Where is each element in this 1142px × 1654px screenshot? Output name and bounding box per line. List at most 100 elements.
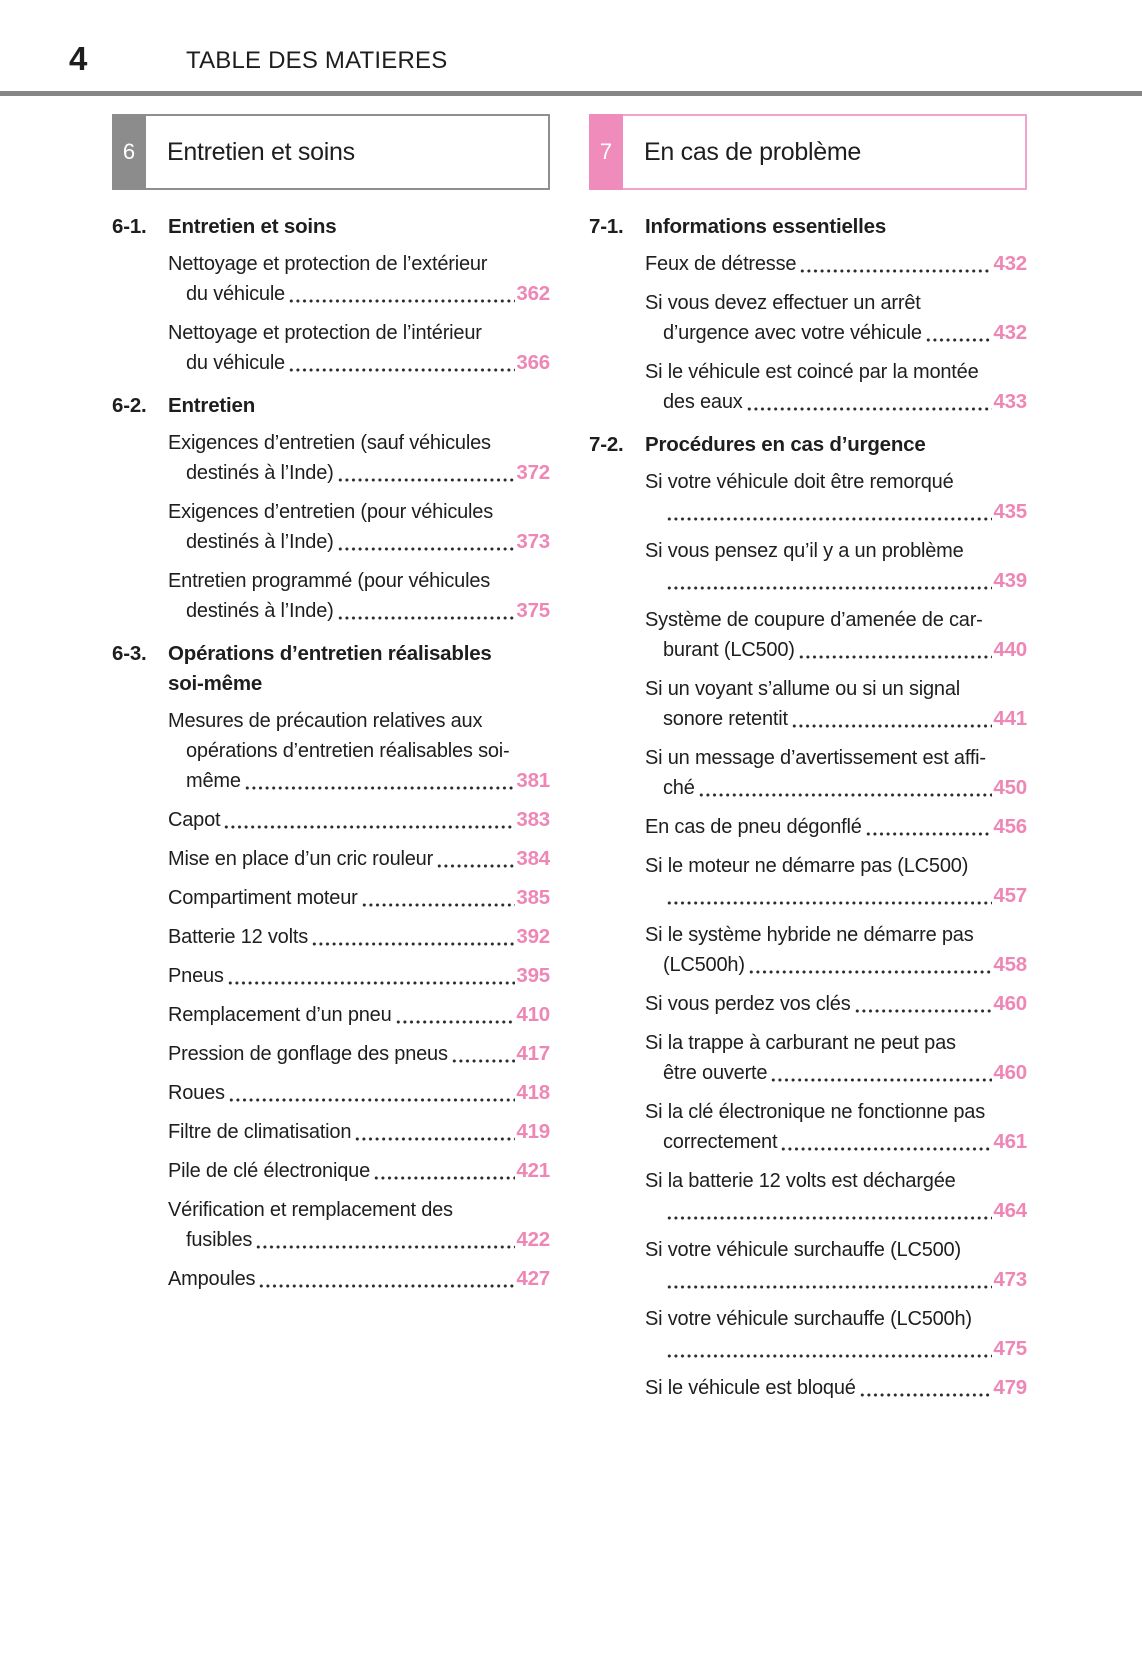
entry-text: sonore retentit — [663, 708, 788, 730]
chapter-box-7: 7 En cas de problème — [589, 114, 1027, 190]
entry-page-number: 433 — [993, 390, 1027, 413]
entry-page-number: 373 — [516, 530, 550, 553]
entry-text: Si votre véhicule surchauffe (LC500) — [645, 1239, 961, 1261]
dot-leader — [853, 1009, 993, 1013]
entry-text: Vérification et remplacement des — [168, 1199, 453, 1221]
toc-entry: Feux de détresse 432 — [589, 249, 1027, 279]
dot-leader — [243, 786, 516, 790]
toc-entry: Si vous pensez qu’il y a un problème 439 — [589, 536, 1027, 596]
toc-entry: Système de coupure d’amenée de car-buran… — [589, 605, 1027, 665]
entry-text: Ampoules — [168, 1268, 256, 1290]
chapter-number: 6 — [122, 139, 136, 164]
dot-leader — [745, 407, 993, 411]
dot-leader — [373, 1176, 516, 1180]
page-number: 4 — [69, 40, 87, 77]
dot-leader — [255, 1245, 516, 1249]
section-number: 6-3. — [112, 642, 147, 665]
entry-text: destinés à l’Inde) — [186, 600, 334, 622]
entry-page-number: 439 — [993, 569, 1027, 592]
entry-page-number: 458 — [993, 953, 1027, 976]
toc-entry: Mesures de précaution relatives aux opéra… — [112, 706, 550, 796]
entry-text: Pression de gonflage des pneus — [168, 1043, 448, 1065]
entry-page-number: 381 — [516, 769, 550, 792]
entry-text: Si la trappe à carburant ne peut pas — [645, 1032, 956, 1054]
toc-entry: Filtre de climatisation 419 — [112, 1117, 550, 1147]
entry-page-number: 421 — [516, 1159, 550, 1182]
entry-text: Si votre véhicule surchauffe (LC500h) — [645, 1308, 972, 1330]
toc-section-72: 7-2. Procédures en cas d’urgence Si votre … — [589, 430, 1027, 1403]
entry-text: Feux de détresse — [645, 253, 797, 275]
entry-page-number: 456 — [993, 815, 1027, 838]
entry-text: Si le moteur ne démarre pas (LC500) — [645, 855, 969, 877]
entry-text: Si votre véhicule doit être remorqué — [645, 471, 954, 493]
entry-text: Système de coupure d’amenée de car- — [645, 609, 983, 631]
entry-page-number: 383 — [516, 808, 550, 831]
entry-text: Si un message d’avertissement est affi- — [645, 747, 986, 769]
entry-text: d’urgence avec votre véhicule — [663, 322, 922, 344]
dot-leader — [790, 724, 993, 728]
entry-text: correctement — [663, 1131, 778, 1153]
entry-text: Pile de clé électronique — [168, 1160, 370, 1182]
dot-leader — [666, 901, 993, 905]
entry-text: Batterie 12 volts — [168, 926, 309, 948]
entry-page-number: 418 — [516, 1081, 550, 1104]
entry-page-number: 366 — [516, 351, 550, 374]
entry-page-number: 384 — [516, 847, 550, 870]
dot-leader — [858, 1393, 993, 1397]
entry-page-number: 392 — [516, 925, 550, 948]
entry-page-number: 475 — [993, 1337, 1027, 1360]
entry-page-number: 410 — [516, 1003, 550, 1026]
section-number: 7-2. — [589, 433, 624, 456]
toc-entry: Capot 383 — [112, 805, 550, 835]
entry-text: (LC500h) — [663, 954, 745, 976]
toc-column-7: 7 En cas de problème 7-1. Informations esse… — [589, 114, 1027, 1412]
dot-leader — [226, 981, 516, 985]
toc-entry: Si vous perdez vos clés 460 — [589, 989, 1027, 1019]
dot-leader — [258, 1284, 516, 1288]
dot-leader — [223, 825, 516, 829]
header-rule — [0, 91, 1142, 96]
toc-entry: Si votre véhicule surchauffe (LC500) 473 — [589, 1235, 1027, 1295]
entry-text: Si la clé électronique ne fonctionne pas — [645, 1101, 986, 1123]
entry-text: même — [186, 770, 241, 792]
toc-entry: Exigences d’entretien (pour véhicules des… — [112, 497, 550, 557]
dot-leader — [797, 655, 993, 659]
entry-text: Si un voyant s’allume ou si un signal — [645, 678, 961, 700]
toc-entry: Entretien programmé (pour véhicules desti… — [112, 566, 550, 626]
toc-entry: Pneus 395 — [112, 961, 550, 991]
entry-page-number: 457 — [993, 884, 1027, 907]
entry-page-number: 441 — [993, 707, 1027, 730]
entry-page-number: 427 — [516, 1267, 550, 1290]
toc-entry: Si un voyant s’allume ou si un signal son… — [589, 674, 1027, 734]
toc-entry: Roues 418 — [112, 1078, 550, 1108]
toc-entry: Remplacement d’un pneu 410 — [112, 1000, 550, 1030]
dot-leader — [336, 547, 516, 551]
entry-text: Filtre de climatisation — [168, 1121, 352, 1143]
entry-text: Roues — [168, 1082, 225, 1104]
toc-entry: En cas de pneu dégonflé 456 — [589, 812, 1027, 842]
dot-leader — [360, 903, 516, 907]
section-number: 7-1. — [589, 215, 624, 238]
toc-entry: Nettoyage et protection de l’intérieur du… — [112, 318, 550, 378]
entry-text: des eaux — [663, 391, 743, 413]
dot-leader — [450, 1059, 516, 1063]
entry-text: Mesures de précaution relatives aux — [168, 710, 483, 732]
entry-page-number: 479 — [993, 1376, 1027, 1399]
entry-page-number: 440 — [993, 638, 1027, 661]
toc-entry: Nettoyage et protection de l’extérieur du… — [112, 249, 550, 309]
section-title: Procédures en cas d’urgence — [645, 433, 926, 456]
entry-text: Exigences d’entretien (pour véhicules — [168, 501, 494, 523]
dot-leader — [227, 1098, 516, 1102]
entry-text: Mise en place d’un cric rouleur — [168, 848, 434, 870]
entry-page-number: 395 — [516, 964, 550, 987]
toc-entry: Si votre véhicule doit être remorqué 435 — [589, 467, 1027, 527]
entry-page-number: 432 — [993, 321, 1027, 344]
toc-entry: Si le moteur ne démarre pas (LC500) 457 — [589, 851, 1027, 911]
entry-text: Remplacement d’un pneu — [168, 1004, 392, 1026]
entry-text: être ouverte — [663, 1062, 768, 1084]
entry-page-number: 473 — [993, 1268, 1027, 1291]
chapter-tab: 6 — [112, 114, 146, 190]
entry-text: Entretien programmé (pour véhicules — [168, 570, 491, 592]
dot-leader — [666, 1285, 993, 1289]
entry-page-number: 461 — [993, 1130, 1027, 1153]
